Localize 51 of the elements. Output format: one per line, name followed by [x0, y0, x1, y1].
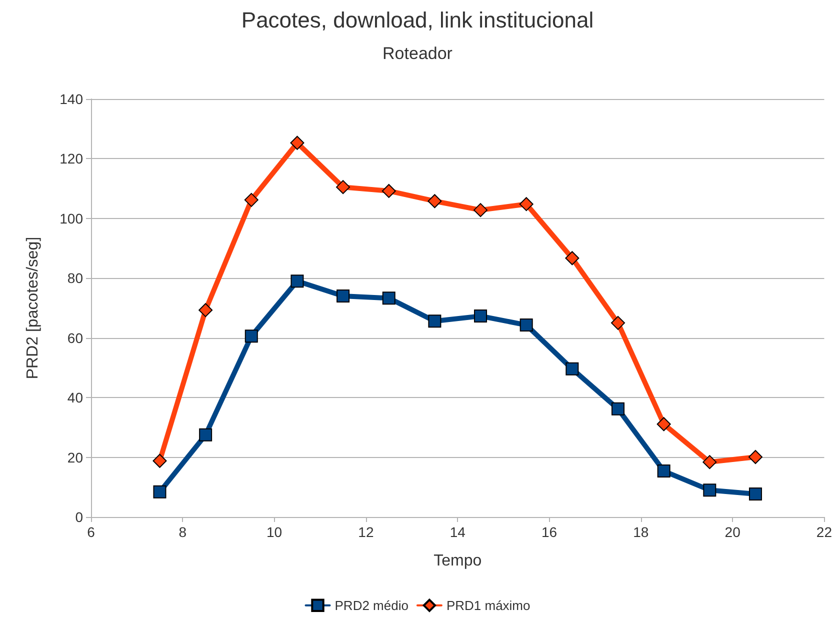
point — [656, 417, 671, 432]
x-tick-label: 8 — [178, 524, 187, 540]
y-axis-title: PRD2 [pacotes/seg] — [24, 236, 42, 380]
point — [290, 136, 304, 150]
y-tick-label: 40 — [67, 390, 84, 406]
point — [382, 184, 396, 198]
point — [199, 428, 212, 442]
chart-title: Pacotes, download, link institucional — [241, 8, 594, 32]
point — [611, 402, 624, 416]
point — [702, 455, 717, 470]
point — [336, 290, 350, 303]
point — [244, 192, 258, 207]
point — [474, 310, 488, 323]
point — [519, 197, 534, 212]
legend-label: PRD1 máximo — [446, 598, 530, 613]
point — [152, 454, 167, 468]
point — [474, 203, 488, 218]
chart-subtitle: Roteador — [382, 44, 453, 63]
point — [244, 330, 258, 343]
point — [336, 180, 350, 194]
legend-label: PRD2 médio — [334, 598, 408, 613]
x-tick-label: 20 — [724, 524, 741, 540]
y-tick-label: 100 — [60, 210, 84, 226]
point — [657, 464, 670, 478]
x-tick-label: 16 — [541, 524, 558, 540]
x-tick-label: 22 — [816, 524, 832, 540]
x-axis-title: Tempo — [434, 552, 482, 570]
y-tick-label: 20 — [67, 449, 84, 466]
point — [382, 292, 396, 305]
point — [748, 488, 762, 501]
point — [428, 194, 442, 208]
x-tick-label: 10 — [266, 524, 282, 540]
y-tick-label: 0 — [75, 509, 84, 525]
y-tick-label: 60 — [67, 330, 84, 346]
point — [566, 362, 579, 376]
x-tick-label: 12 — [358, 524, 374, 540]
x-tick-label: 14 — [450, 524, 466, 540]
point — [290, 274, 304, 288]
point — [748, 450, 762, 464]
point — [610, 316, 625, 330]
point — [520, 318, 533, 332]
point — [428, 314, 442, 328]
point — [153, 485, 166, 498]
point — [565, 251, 580, 266]
point — [198, 303, 213, 318]
y-tick-label: 80 — [67, 270, 84, 286]
x-tick-label: 6 — [87, 524, 96, 540]
point — [703, 484, 716, 497]
y-tick-label: 140 — [60, 91, 84, 107]
x-tick-label: 18 — [633, 524, 649, 540]
y-tick-label: 120 — [60, 150, 84, 167]
